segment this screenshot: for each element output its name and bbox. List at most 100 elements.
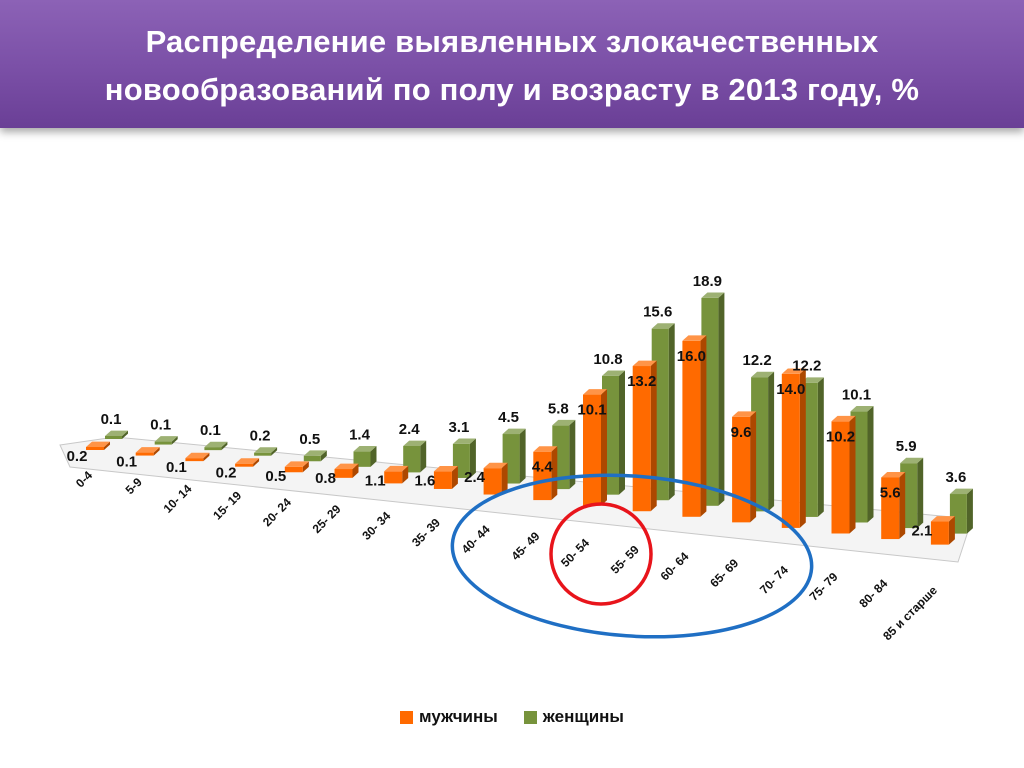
women-bar-0-side bbox=[122, 430, 128, 439]
women-value-label-14: 12.2 bbox=[792, 358, 821, 375]
women-bar-10-top bbox=[602, 370, 625, 376]
highlight-ellipse-blue bbox=[450, 473, 814, 639]
men-bar-7 bbox=[433, 465, 458, 489]
men-bar-13-top bbox=[732, 411, 757, 417]
legend-swatch-men bbox=[400, 710, 414, 724]
women-value-label-16: 5.9 bbox=[896, 438, 917, 455]
women-bar-3 bbox=[254, 447, 278, 456]
women-value-label-4: 0.5 bbox=[299, 431, 320, 448]
women-value-label-17: 3.6 bbox=[945, 469, 966, 486]
women-bar-10-side bbox=[619, 370, 625, 495]
women-bar-8-side bbox=[519, 428, 526, 484]
men-bar-7-side bbox=[451, 465, 458, 489]
category-label-17: 85 и старше bbox=[880, 583, 940, 643]
men-bar-1-top bbox=[135, 447, 160, 453]
women-value-label-6: 2.4 bbox=[399, 421, 421, 438]
category-label-10: 50- 54 bbox=[558, 536, 592, 570]
women-bar-12-side bbox=[718, 292, 725, 506]
data-labels: 0.1 0.2 0.1 0.1 0.1 0.1 0.2 0.2 0.5 0.5 1.4 0.8 2.4 1… bbox=[67, 273, 967, 540]
men-bar-3-top bbox=[235, 458, 260, 464]
men-bar-1 bbox=[135, 447, 160, 456]
women-bar-3-top bbox=[254, 447, 278, 453]
men-bar-6-side bbox=[402, 465, 409, 484]
women-bar-2-top bbox=[204, 441, 228, 448]
men-bar-10-top bbox=[583, 389, 607, 395]
men-bar-8 bbox=[483, 462, 508, 495]
legend-swatch-women bbox=[523, 710, 537, 724]
women-bar-9-top bbox=[552, 419, 576, 426]
category-label-3: 15- 19 bbox=[210, 488, 244, 522]
men-bar-0 bbox=[86, 441, 110, 450]
women-bar-1-front bbox=[154, 441, 172, 445]
women-value-label-5: 1.4 bbox=[349, 426, 371, 443]
men-bar-5-top bbox=[334, 463, 359, 470]
men-value-label-7: 1.6 bbox=[414, 472, 435, 489]
women-bar-4-top bbox=[303, 450, 327, 456]
men-bar-11-top bbox=[632, 360, 657, 367]
men-bar-0-front bbox=[86, 447, 104, 450]
women-value-label-13: 12.2 bbox=[742, 352, 771, 369]
category-label-16: 80- 84 bbox=[856, 576, 890, 610]
women-bar-9 bbox=[552, 419, 576, 490]
women-value-label-12: 18.9 bbox=[693, 273, 722, 290]
category-label-4: 20- 24 bbox=[260, 495, 294, 529]
men-value-label-3: 0.2 bbox=[216, 465, 237, 482]
men-bar-7-top bbox=[433, 465, 458, 472]
women-bar-3-front bbox=[254, 452, 272, 456]
women-bar-0-top bbox=[105, 430, 128, 436]
women-bar-4 bbox=[303, 450, 327, 462]
men-value-label-17: 2.1 bbox=[911, 523, 932, 540]
men-bar-5-side bbox=[352, 463, 359, 478]
men-value-label-4: 0.5 bbox=[265, 468, 286, 485]
women-bar-7-top bbox=[452, 438, 476, 444]
men-bar-7-front bbox=[433, 471, 452, 489]
women-bar-11-top bbox=[651, 323, 675, 329]
women-bar-1-top bbox=[154, 436, 178, 442]
women-bar-2-front bbox=[204, 447, 222, 451]
women-bar-9-side bbox=[569, 419, 576, 490]
women-bar-1-side bbox=[171, 436, 178, 445]
women-bar-5-side bbox=[370, 446, 377, 467]
women-bar-7-side bbox=[469, 438, 476, 478]
men-bar-4-side bbox=[302, 461, 309, 473]
plot-area bbox=[59, 292, 973, 563]
men-value-label-9: 4.4 bbox=[532, 459, 554, 476]
men-value-label-14: 14.0 bbox=[776, 381, 805, 398]
men-bar-13-side bbox=[750, 411, 757, 523]
slide-title-line1: Распределение выявленных злокачественных bbox=[145, 24, 879, 59]
men-bar-8-side bbox=[501, 462, 508, 495]
category-label-12: 60- 64 bbox=[658, 549, 692, 583]
category-label-5: 25- 29 bbox=[310, 502, 344, 536]
women-bar-0 bbox=[105, 430, 128, 439]
women-bar-5-top bbox=[353, 446, 377, 452]
women-value-label-3: 0.2 bbox=[250, 428, 271, 445]
men-bar-17 bbox=[930, 516, 955, 545]
category-label-7: 35- 39 bbox=[409, 515, 443, 549]
men-bar-9-front bbox=[533, 451, 552, 501]
women-bar-6-front bbox=[403, 445, 421, 473]
men-bar-8-front bbox=[483, 468, 502, 495]
men-bar-15-side bbox=[849, 415, 856, 534]
men-bar-17-side bbox=[948, 516, 955, 545]
men-bar-4 bbox=[284, 461, 309, 473]
women-value-label-9: 5.8 bbox=[548, 400, 569, 417]
category-label-0: 0-4 bbox=[73, 468, 95, 490]
men-bar-0-side bbox=[104, 441, 110, 450]
women-bar-4-front bbox=[303, 455, 321, 462]
women-bar-5-front bbox=[353, 451, 371, 467]
men-bar-14-top bbox=[781, 368, 806, 374]
women-bar-13-side bbox=[768, 371, 775, 512]
men-bar-9-side bbox=[551, 446, 558, 501]
men-value-label-12: 16.0 bbox=[677, 348, 706, 365]
women-bar-4-side bbox=[320, 450, 327, 462]
legend-label-women: женщины bbox=[542, 707, 624, 726]
slide-title-line2: новообразований по полу и возрасту в 201… bbox=[104, 72, 920, 107]
men-bar-16-top bbox=[881, 472, 906, 478]
men-value-label-6: 1.1 bbox=[365, 472, 386, 489]
women-bar-6 bbox=[403, 440, 427, 473]
category-label-6: 30- 34 bbox=[359, 509, 393, 543]
men-value-label-2: 0.1 bbox=[166, 459, 187, 476]
men-bar-9-top bbox=[533, 446, 558, 452]
women-bar-0-front bbox=[105, 436, 122, 439]
